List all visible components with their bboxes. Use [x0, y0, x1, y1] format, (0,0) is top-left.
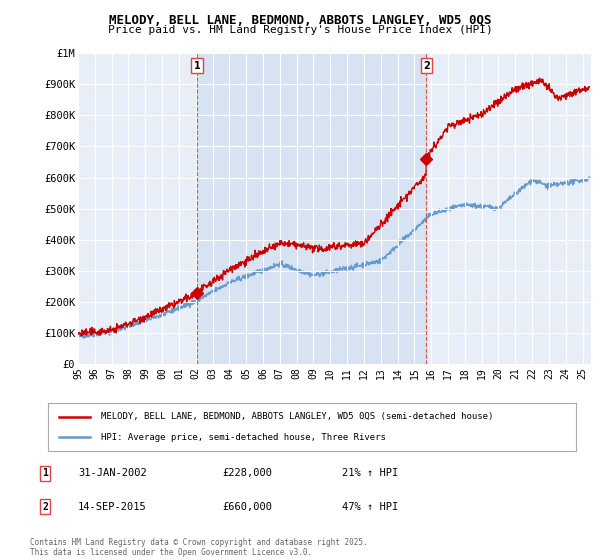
Text: 1: 1	[194, 60, 200, 71]
Text: £228,000: £228,000	[222, 468, 272, 478]
Text: 47% ↑ HPI: 47% ↑ HPI	[342, 502, 398, 512]
Bar	[197, 53, 427, 364]
Text: Price paid vs. HM Land Registry's House Price Index (HPI): Price paid vs. HM Land Registry's House …	[107, 25, 493, 35]
Text: 2: 2	[423, 60, 430, 71]
Text: HPI: Average price, semi-detached house, Three Rivers: HPI: Average price, semi-detached house,…	[101, 433, 386, 442]
Text: MELODY, BELL LANE, BEDMOND, ABBOTS LANGLEY, WD5 0QS: MELODY, BELL LANE, BEDMOND, ABBOTS LANGL…	[109, 14, 491, 27]
Text: 2: 2	[42, 502, 48, 512]
Text: 1: 1	[42, 468, 48, 478]
Text: Contains HM Land Registry data © Crown copyright and database right 2025.
This d: Contains HM Land Registry data © Crown c…	[30, 538, 368, 557]
Text: 21% ↑ HPI: 21% ↑ HPI	[342, 468, 398, 478]
Text: 31-JAN-2002: 31-JAN-2002	[78, 468, 147, 478]
Text: 14-SEP-2015: 14-SEP-2015	[78, 502, 147, 512]
Text: £660,000: £660,000	[222, 502, 272, 512]
Text: MELODY, BELL LANE, BEDMOND, ABBOTS LANGLEY, WD5 0QS (semi-detached house): MELODY, BELL LANE, BEDMOND, ABBOTS LANGL…	[101, 412, 493, 421]
